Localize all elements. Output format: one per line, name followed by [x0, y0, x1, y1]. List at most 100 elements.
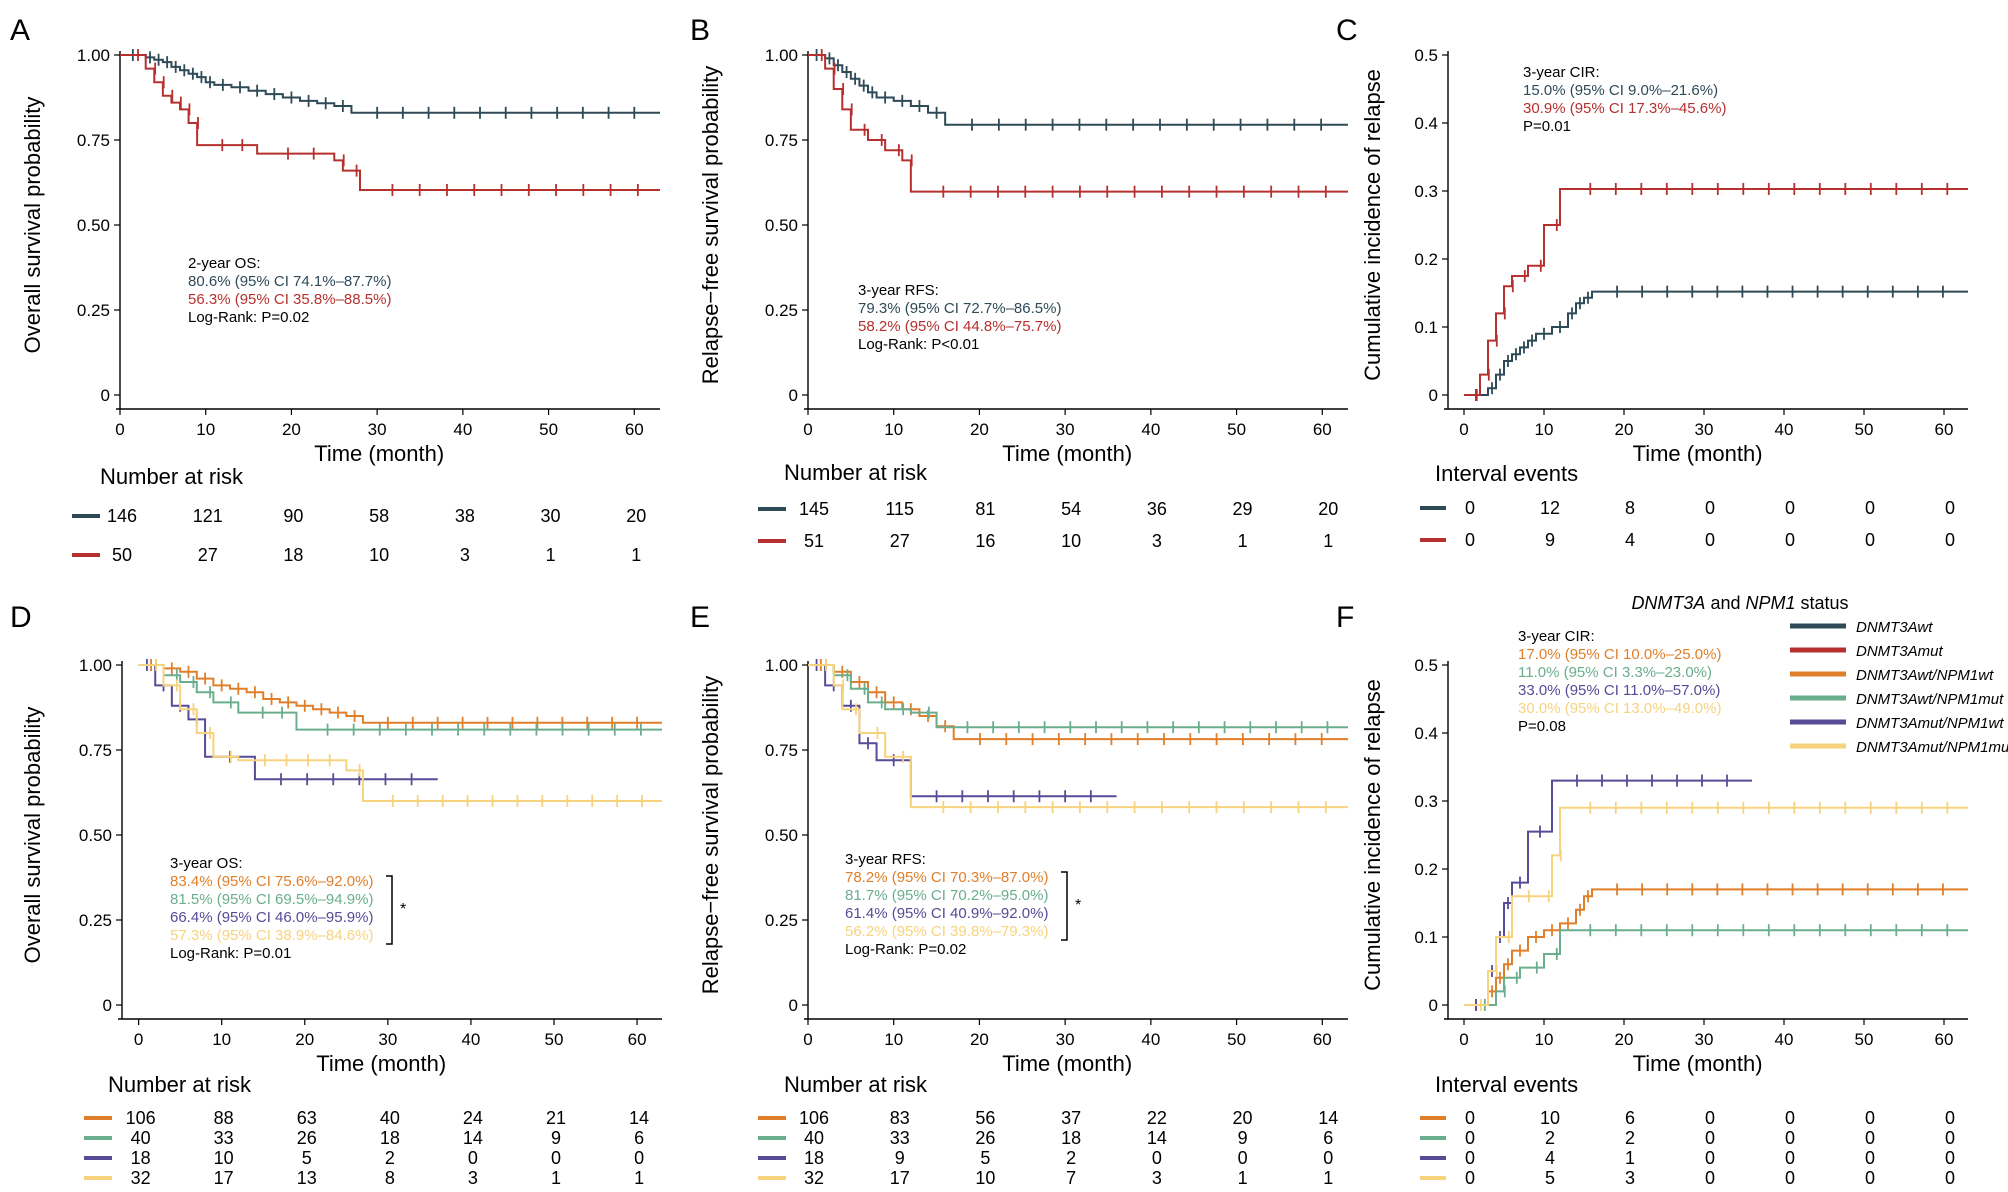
risk-table-label: Interval events — [1435, 461, 1578, 486]
risk-value: 17 — [890, 1168, 910, 1188]
risk-value: 10 — [369, 545, 389, 565]
legend-label: DNMT3Awt/NPM1mut — [1856, 691, 2004, 708]
annotation-pvalue: Log-Rank: P<0.01 — [858, 336, 979, 353]
risk-value: 30 — [541, 506, 561, 526]
risk-value: 27 — [198, 545, 218, 565]
risk-value: 3 — [460, 545, 470, 565]
y-tick-label: 0 — [1429, 386, 1438, 405]
risk-value: 58 — [369, 506, 389, 526]
series-line — [808, 664, 1348, 809]
annotation: 2-year OS:80.6% (95% CI 74.1%–87.7%)56.3… — [188, 255, 391, 326]
annotation-line: 56.2% (95% CI 39.8%–79.3%) — [845, 923, 1048, 940]
risk-value: 33 — [214, 1128, 234, 1148]
risk-value: 0 — [1705, 1168, 1715, 1188]
panel-letter: E — [690, 601, 710, 634]
x-tick-label: 60 — [1935, 1030, 1954, 1049]
annotation-line: 56.3% (95% CI 35.8%–88.5%) — [188, 291, 391, 308]
risk-value: 3 — [468, 1168, 478, 1188]
significance-mark: * — [400, 901, 406, 918]
risk-value: 9 — [895, 1148, 905, 1168]
x-tick-label: 20 — [970, 1030, 989, 1049]
y-tick-label: 0.25 — [765, 301, 798, 320]
significance-bracket — [386, 875, 393, 945]
y-tick-label: 0.75 — [79, 741, 112, 760]
annotation-line: 81.7% (95% CI 70.2%–95.0%) — [845, 887, 1048, 904]
x-tick-label: 10 — [1535, 420, 1554, 439]
x-axis-label: Time (month) — [316, 1051, 446, 1076]
risk-value: 0 — [1945, 1108, 1955, 1128]
risk-value: 9 — [551, 1128, 561, 1148]
risk-value: 0 — [1323, 1148, 1333, 1168]
risk-value: 83 — [890, 1108, 910, 1128]
y-tick-label: 0 — [103, 996, 112, 1015]
risk-value: 14 — [1318, 1108, 1338, 1128]
risk-value: 0 — [1705, 1148, 1715, 1168]
risk-value: 14 — [463, 1128, 483, 1148]
series-line — [138, 664, 662, 802]
risk-value: 37 — [1061, 1108, 1081, 1128]
risk-value: 0 — [551, 1148, 561, 1168]
x-axis-label: Time (month) — [1002, 1051, 1132, 1076]
annotation-line: 58.2% (95% CI 44.8%–75.7%) — [858, 318, 1061, 335]
y-axis-label: Cumulative incidence of relapse — [1360, 679, 1385, 991]
risk-value: 51 — [804, 531, 824, 551]
risk-table-label: Number at risk — [784, 1072, 928, 1097]
annotation: 3-year RFS:78.2% (95% CI 70.3%–87.0%)81.… — [845, 851, 1081, 958]
risk-value: 1 — [546, 545, 556, 565]
x-tick-label: 0 — [803, 1030, 812, 1049]
risk-value: 40 — [804, 1128, 824, 1148]
risk-value: 0 — [468, 1148, 478, 1168]
risk-value: 6 — [1625, 1108, 1635, 1128]
risk-value: 81 — [975, 499, 995, 519]
risk-value: 1 — [551, 1168, 561, 1188]
risk-value: 18 — [804, 1148, 824, 1168]
risk-value: 1 — [1238, 531, 1248, 551]
risk-value: 14 — [629, 1108, 649, 1128]
risk-value: 21 — [546, 1108, 566, 1128]
x-tick-label: 20 — [1615, 420, 1634, 439]
risk-table-label: Number at risk — [784, 460, 928, 485]
risk-value: 0 — [1865, 1168, 1875, 1188]
y-tick-label: 0.3 — [1414, 182, 1438, 201]
x-axis-label: Time (month) — [1002, 441, 1132, 466]
y-tick-label: 0.4 — [1414, 724, 1438, 743]
risk-value: 0 — [1465, 1168, 1475, 1188]
risk-value: 24 — [463, 1108, 483, 1128]
y-tick-label: 0.50 — [79, 826, 112, 845]
risk-value: 106 — [799, 1108, 829, 1128]
x-tick-label: 20 — [295, 1030, 314, 1049]
risk-value: 0 — [1465, 530, 1475, 550]
x-tick-label: 10 — [884, 1030, 903, 1049]
risk-value: 0 — [1465, 1108, 1475, 1128]
risk-value: 0 — [1238, 1148, 1248, 1168]
annotation-title: 3-year CIR: — [1523, 64, 1600, 81]
y-tick-label: 0.4 — [1414, 114, 1438, 133]
y-axis-label: Relapse−free survival probability — [698, 66, 723, 385]
risk-value: 2 — [1545, 1128, 1555, 1148]
risk-value: 16 — [975, 531, 995, 551]
risk-value: 38 — [455, 506, 475, 526]
x-tick-label: 60 — [628, 1030, 647, 1049]
x-tick-label: 60 — [625, 420, 644, 439]
risk-value: 10 — [1061, 531, 1081, 551]
risk-value: 54 — [1061, 499, 1081, 519]
panel-letter: A — [10, 14, 30, 47]
risk-value: 63 — [297, 1108, 317, 1128]
risk-value: 0 — [1945, 498, 1955, 518]
y-tick-label: 0.5 — [1414, 46, 1438, 65]
risk-value: 0 — [1465, 1128, 1475, 1148]
risk-value: 26 — [975, 1128, 995, 1148]
x-tick-label: 30 — [378, 1030, 397, 1049]
risk-value: 0 — [1705, 1128, 1715, 1148]
series-line — [1464, 888, 1968, 1006]
risk-value: 18 — [1061, 1128, 1081, 1148]
risk-value: 0 — [1865, 1108, 1875, 1128]
series-line — [808, 54, 1348, 126]
x-tick-label: 50 — [1227, 1030, 1246, 1049]
y-tick-label: 0.3 — [1414, 792, 1438, 811]
risk-value: 1 — [634, 1168, 644, 1188]
